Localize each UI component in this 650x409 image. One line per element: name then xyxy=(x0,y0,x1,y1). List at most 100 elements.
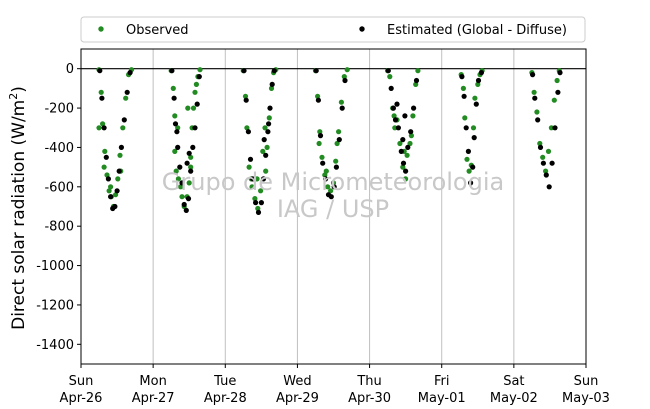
y-axis: 0 -200 -400 -600 -800 -1000 -1200 -1400 xyxy=(36,62,81,353)
data-point xyxy=(268,85,275,91)
data-point xyxy=(246,164,252,170)
data-point xyxy=(263,152,269,158)
data-point xyxy=(127,70,133,76)
data-point xyxy=(175,176,181,182)
data-point xyxy=(532,95,538,101)
data-point xyxy=(116,168,122,174)
data-point xyxy=(316,140,322,147)
legend-label-estimated: Estimated (Global - Diffuse) xyxy=(387,23,567,38)
y-tick-label: -400 xyxy=(44,141,74,156)
data-point xyxy=(400,137,406,143)
data-point xyxy=(548,125,555,131)
data-point xyxy=(333,158,339,164)
data-point xyxy=(255,205,261,212)
x-axis: Sun Apr-26 Mon Apr-27 Tue Apr-28 Wed Apr-29 Thu A… xyxy=(60,364,610,406)
watermark-line-1: Grupo de Micrometeorologia xyxy=(162,168,504,196)
data-point xyxy=(108,194,114,200)
plot-frame xyxy=(80,48,587,365)
data-point xyxy=(392,117,399,123)
data-point xyxy=(461,93,467,99)
data-point xyxy=(410,113,416,119)
data-point xyxy=(325,184,331,190)
data-point xyxy=(330,180,337,186)
data-point xyxy=(400,160,407,166)
data-point xyxy=(530,72,536,78)
data-point xyxy=(549,160,555,166)
x-tick-label-day: Fri xyxy=(434,374,450,389)
data-point xyxy=(264,144,270,150)
data-point xyxy=(254,176,260,182)
data-point xyxy=(554,77,560,84)
data-point xyxy=(253,200,259,206)
data-point xyxy=(245,129,251,135)
data-point xyxy=(338,99,344,105)
data-point xyxy=(262,125,268,131)
data-point xyxy=(543,172,549,178)
data-point xyxy=(339,105,345,111)
data-point xyxy=(323,176,329,182)
plot-area xyxy=(80,48,587,365)
data-point xyxy=(250,176,256,182)
data-point xyxy=(470,125,477,131)
data-point xyxy=(114,188,120,194)
data-point xyxy=(471,135,477,141)
y-tick-label: -800 xyxy=(44,220,74,235)
data-point xyxy=(124,89,130,95)
data-point xyxy=(184,160,190,166)
legend-label-observed: Observed xyxy=(126,23,189,38)
data-point xyxy=(540,160,547,166)
x-tick-label-day: Sat xyxy=(503,374,524,389)
data-point xyxy=(193,81,199,87)
x-tick-label-date: Apr-30 xyxy=(348,391,391,406)
data-point xyxy=(468,180,474,186)
data-point xyxy=(121,117,127,123)
data-point xyxy=(100,121,106,127)
data-point xyxy=(315,93,321,99)
data-point xyxy=(535,117,541,123)
x-tick-label-date: Apr-27 xyxy=(132,391,175,406)
data-point xyxy=(186,150,192,156)
data-point xyxy=(103,154,109,160)
data-point xyxy=(462,115,468,121)
data-point xyxy=(174,129,180,135)
watermark-line-2: IAG / USP xyxy=(277,195,389,223)
data-point xyxy=(115,176,121,182)
data-point xyxy=(242,93,249,99)
data-point xyxy=(464,156,470,162)
data-point xyxy=(101,164,107,170)
data-point xyxy=(177,164,183,170)
data-point xyxy=(552,125,558,131)
data-point xyxy=(463,125,469,131)
x-tick-label-date: Apr-29 xyxy=(276,391,319,406)
data-point xyxy=(413,77,420,84)
data-point xyxy=(331,184,337,190)
data-point xyxy=(313,68,319,74)
data-point xyxy=(113,192,119,198)
data-point xyxy=(413,81,419,87)
data-point xyxy=(388,85,394,91)
data-point xyxy=(555,89,561,95)
x-tick-label-date: Apr-28 xyxy=(204,391,247,406)
data-point xyxy=(266,121,272,127)
data-point xyxy=(390,105,396,111)
data-point xyxy=(537,144,544,150)
data-point xyxy=(169,68,175,74)
data-point xyxy=(473,101,479,107)
data-point xyxy=(407,140,413,147)
data-point xyxy=(261,137,267,143)
data-point xyxy=(322,172,328,178)
data-point xyxy=(415,68,421,74)
data-point xyxy=(260,148,266,154)
watermark: Grupo de Micrometeorologia IAG / USP xyxy=(162,168,504,223)
data-point xyxy=(328,188,334,194)
data-point xyxy=(172,113,178,119)
data-point xyxy=(99,95,105,101)
x-tick-label-day: Wed xyxy=(283,374,311,389)
data-point xyxy=(336,129,342,135)
data-point xyxy=(534,109,540,115)
data-point xyxy=(172,148,178,154)
legend-marker-estimated xyxy=(359,26,365,32)
y-axis-title: Direct solar radiation (W/m2) xyxy=(7,86,29,330)
data-point xyxy=(551,97,557,103)
